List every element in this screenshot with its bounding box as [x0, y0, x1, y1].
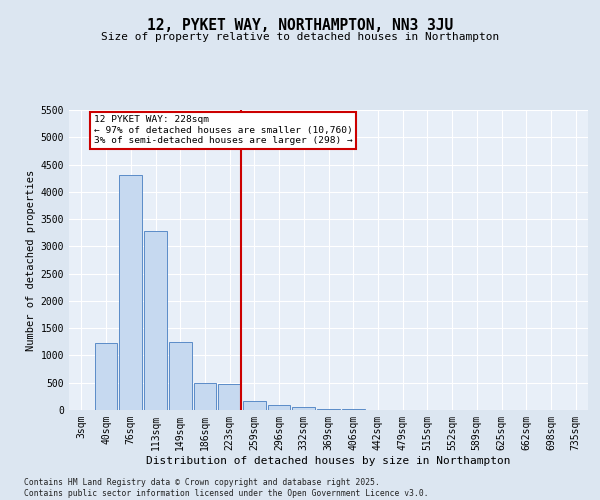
Text: Size of property relative to detached houses in Northampton: Size of property relative to detached ho… — [101, 32, 499, 42]
Bar — [218, 384, 241, 410]
Text: 12, PYKET WAY, NORTHAMPTON, NN3 3JU: 12, PYKET WAY, NORTHAMPTON, NN3 3JU — [147, 18, 453, 32]
Bar — [119, 175, 142, 410]
Bar — [243, 402, 266, 410]
Bar — [317, 409, 340, 410]
Bar — [268, 404, 290, 410]
X-axis label: Distribution of detached houses by size in Northampton: Distribution of detached houses by size … — [146, 456, 511, 466]
Text: 12 PYKET WAY: 228sqm
← 97% of detached houses are smaller (10,760)
3% of semi-de: 12 PYKET WAY: 228sqm ← 97% of detached h… — [94, 116, 352, 146]
Text: Contains HM Land Registry data © Crown copyright and database right 2025.
Contai: Contains HM Land Registry data © Crown c… — [24, 478, 428, 498]
Bar — [95, 344, 118, 410]
Bar — [144, 231, 167, 410]
Bar — [292, 406, 315, 410]
Bar — [169, 342, 191, 410]
Y-axis label: Number of detached properties: Number of detached properties — [26, 170, 37, 350]
Bar — [194, 382, 216, 410]
